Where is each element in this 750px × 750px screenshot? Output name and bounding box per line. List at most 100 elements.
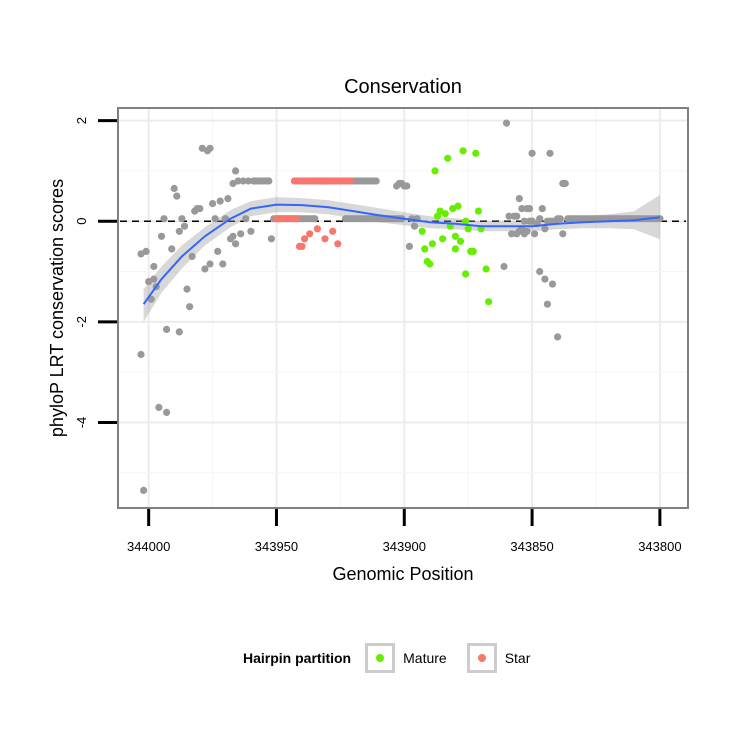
point-other: [209, 200, 217, 208]
point-mature: [464, 225, 472, 233]
smooth-line-group: [142, 203, 661, 305]
point-other: [267, 235, 275, 243]
point-mature: [451, 245, 459, 253]
x-tick-label: 343850: [510, 539, 553, 554]
point-other: [656, 215, 664, 223]
point-mature: [485, 298, 493, 306]
point-other: [523, 227, 531, 235]
point-other: [157, 232, 166, 240]
point-other: [170, 184, 178, 193]
point-other: [528, 149, 536, 157]
point-mature: [451, 232, 459, 240]
point-mature: [456, 237, 465, 245]
point-star: [298, 242, 306, 250]
point-mature: [462, 217, 470, 225]
point-star: [321, 235, 329, 243]
x-tick-label: 344000: [127, 539, 170, 554]
point-other: [186, 303, 194, 311]
point-other: [546, 149, 554, 157]
point-other: [520, 217, 529, 225]
point-other: [196, 205, 204, 213]
point-star: [334, 240, 342, 248]
panel: [117, 107, 689, 509]
point-mature: [469, 247, 477, 255]
point-other: [163, 408, 171, 416]
point-other: [513, 212, 521, 220]
point-mature: [462, 270, 470, 278]
y-axis: 2 0 -2 -4: [74, 117, 117, 428]
point-other: [140, 486, 148, 494]
point-other: [211, 215, 219, 223]
x-axis-label: Genomic Position: [332, 564, 473, 584]
point-other: [150, 275, 158, 283]
point-other: [543, 300, 552, 308]
point-other: [160, 215, 168, 223]
smooth-line: [142, 203, 661, 305]
point-other: [155, 403, 163, 411]
y-tick-label: 0: [74, 218, 89, 225]
point-other: [239, 177, 247, 185]
plot-background: [118, 108, 688, 508]
x-tick-label: 343950: [255, 539, 298, 554]
point-other: [536, 267, 544, 276]
point-other: [242, 215, 250, 223]
point-other: [173, 192, 181, 200]
point-other: [541, 225, 549, 233]
point-mature: [418, 227, 426, 235]
y-axis-label: phyloP LRT conservation scores: [47, 179, 67, 437]
y-tick-label: 2: [74, 117, 89, 124]
point-other: [180, 222, 189, 230]
point-mature: [426, 260, 434, 268]
point-mature: [431, 167, 439, 175]
point-other: [175, 328, 183, 336]
point-other: [500, 262, 508, 271]
point-other: [216, 197, 224, 205]
legend-dot-mature: [376, 654, 385, 662]
point-other: [561, 179, 569, 188]
legend-dot-star: [477, 654, 486, 662]
point-star: [329, 227, 337, 235]
point-star: [301, 235, 309, 243]
plot-border: [117, 107, 689, 509]
grid-lines: [118, 108, 688, 508]
point-other: [541, 275, 549, 283]
point-mature: [472, 149, 480, 157]
point-other: [531, 230, 539, 238]
point-other: [137, 350, 145, 359]
point-other: [188, 252, 196, 260]
legend-key-star: [466, 643, 497, 673]
legend-label-star: Star: [504, 650, 531, 666]
point-other: [214, 247, 222, 255]
legend-key-mature: [365, 643, 396, 673]
point-other: [206, 260, 214, 268]
x-tick-label: 343800: [638, 539, 681, 554]
legend-title: Hairpin partition: [243, 650, 352, 666]
point-other: [206, 144, 214, 152]
point-other: [265, 177, 273, 185]
point-other: [232, 167, 240, 175]
point-mature: [459, 147, 467, 155]
point-mature: [444, 154, 452, 162]
point-mature: [474, 207, 482, 215]
point-other: [525, 205, 534, 213]
point-star: [306, 230, 314, 238]
point-other: [168, 245, 176, 253]
point-other: [234, 177, 242, 185]
legend-label-mature: Mature: [403, 650, 447, 666]
point-mature: [441, 210, 449, 218]
x-axis: 344000 343950 343900 343850 343800: [127, 509, 682, 554]
point-mature: [421, 245, 429, 253]
point-other: [556, 215, 564, 223]
point-other: [508, 230, 516, 238]
point-other: [410, 222, 419, 230]
point-other: [311, 215, 319, 223]
point-other: [247, 227, 255, 235]
point-other: [175, 227, 183, 235]
point-star: [293, 215, 301, 223]
point-other: [554, 333, 562, 341]
point-other: [536, 215, 544, 223]
point-star: [313, 225, 321, 233]
point-mature: [428, 240, 436, 248]
point-other: [405, 242, 413, 250]
